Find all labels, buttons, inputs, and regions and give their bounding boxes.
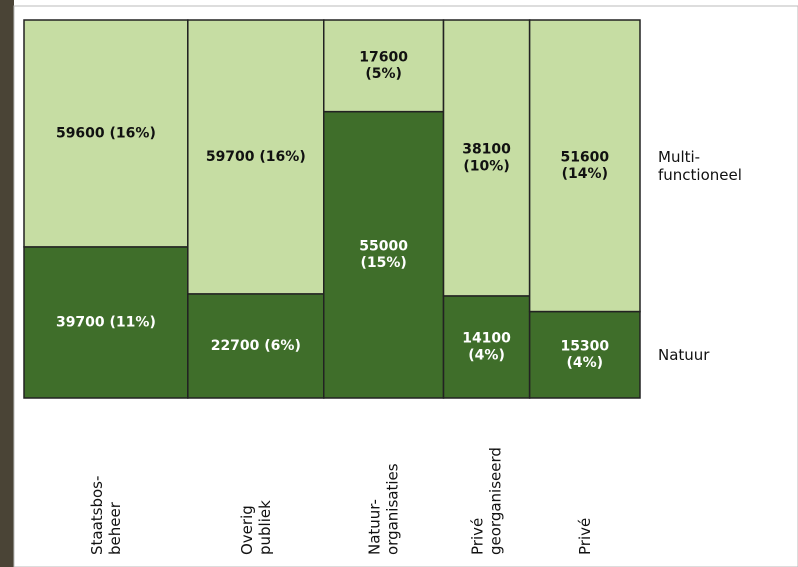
mosaic-cell xyxy=(442,295,531,399)
mosaic-cell xyxy=(323,19,445,113)
mosaic-cell xyxy=(23,19,189,248)
value-label: 14100 (4%) xyxy=(462,331,511,364)
mosaic-cell xyxy=(187,293,325,399)
value-label: 55000 (15%) xyxy=(359,238,408,271)
value-label: 17600 (5%) xyxy=(359,49,408,82)
x-tick-label: Natuur-organisaties xyxy=(365,463,401,555)
mosaic-cell xyxy=(528,310,641,399)
legend-label: Natuur xyxy=(658,345,710,363)
legend-label: Multi-functioneel xyxy=(658,147,742,183)
value-label: 51600 (14%) xyxy=(560,149,609,182)
value-label: 22700 (6%) xyxy=(211,338,301,354)
value-label: 39700 (11%) xyxy=(56,314,156,330)
value-label: 59700 (16%) xyxy=(206,149,306,165)
mosaic-cell xyxy=(442,19,531,297)
mosaic-cell xyxy=(187,19,325,295)
value-label: 15300 (4%) xyxy=(560,338,609,371)
mosaic-cell xyxy=(528,19,641,313)
x-tick-label: Privégeorganiseerd xyxy=(468,447,504,555)
mosaic-cell xyxy=(323,110,445,399)
x-tick-label: Overigpubliek xyxy=(237,500,273,555)
x-tick-label: Privé xyxy=(575,518,593,555)
x-tick-label: Staatsbos-beheer xyxy=(87,476,123,555)
value-label: 38100 (10%) xyxy=(462,142,511,175)
photo-edge xyxy=(0,0,14,567)
value-label: 59600 (16%) xyxy=(56,125,156,141)
